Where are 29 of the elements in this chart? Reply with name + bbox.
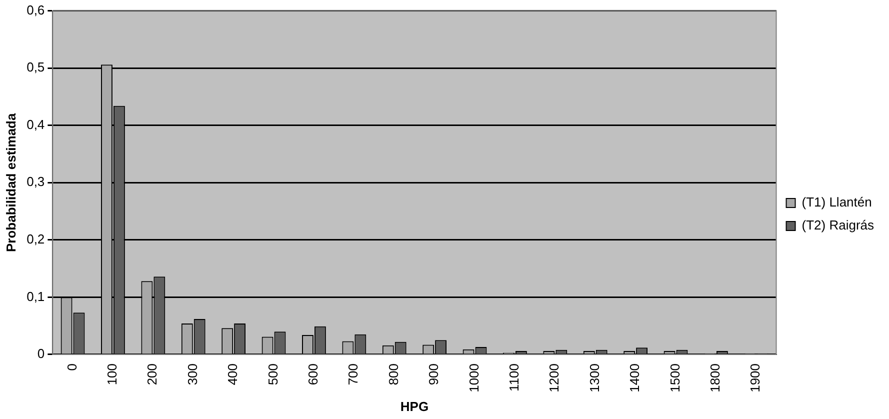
- y-tick-label: 0,4: [26, 116, 45, 132]
- y-tick-label: 0,5: [26, 60, 45, 75]
- y-tick-label: 0,6: [26, 2, 45, 18]
- x-tick-label: 1000: [466, 363, 482, 392]
- legend-label: (T2) Raigrás: [802, 218, 874, 233]
- x-tick-label: 400: [225, 363, 240, 386]
- y-axis-title: Probabilidad estimada: [3, 112, 18, 252]
- x-tick-label: 800: [386, 363, 401, 386]
- x-tick-label: 100: [104, 363, 120, 386]
- y-tick-label: 0,1: [26, 288, 45, 304]
- x-tick-label: 0: [64, 363, 80, 371]
- x-tick-label: 1400: [627, 363, 642, 392]
- x-tick-label: 500: [265, 363, 280, 386]
- x-tick-label: 1100: [506, 363, 522, 392]
- x-tick-label: 1500: [667, 363, 682, 392]
- legend-label: (T1) Llantén: [802, 194, 872, 210]
- y-tick-label: 0: [37, 346, 45, 362]
- x-tick-label: 1200: [546, 363, 562, 392]
- y-tick-label: 0,2: [26, 232, 45, 246]
- x-tick-label: 600: [306, 363, 321, 386]
- y-tick-label: 0,3: [26, 174, 45, 190]
- x-tick-label: 700: [346, 363, 361, 386]
- x-tick-label: 900: [426, 363, 442, 386]
- x-tick-label: 1300: [586, 363, 602, 392]
- x-tick-label: 1900: [748, 363, 763, 392]
- x-tick-label: 200: [144, 363, 160, 386]
- x-tick-label: 300: [184, 363, 200, 386]
- x-tick-label: 1800: [708, 363, 723, 392]
- x-axis-title: HPG: [400, 398, 429, 414]
